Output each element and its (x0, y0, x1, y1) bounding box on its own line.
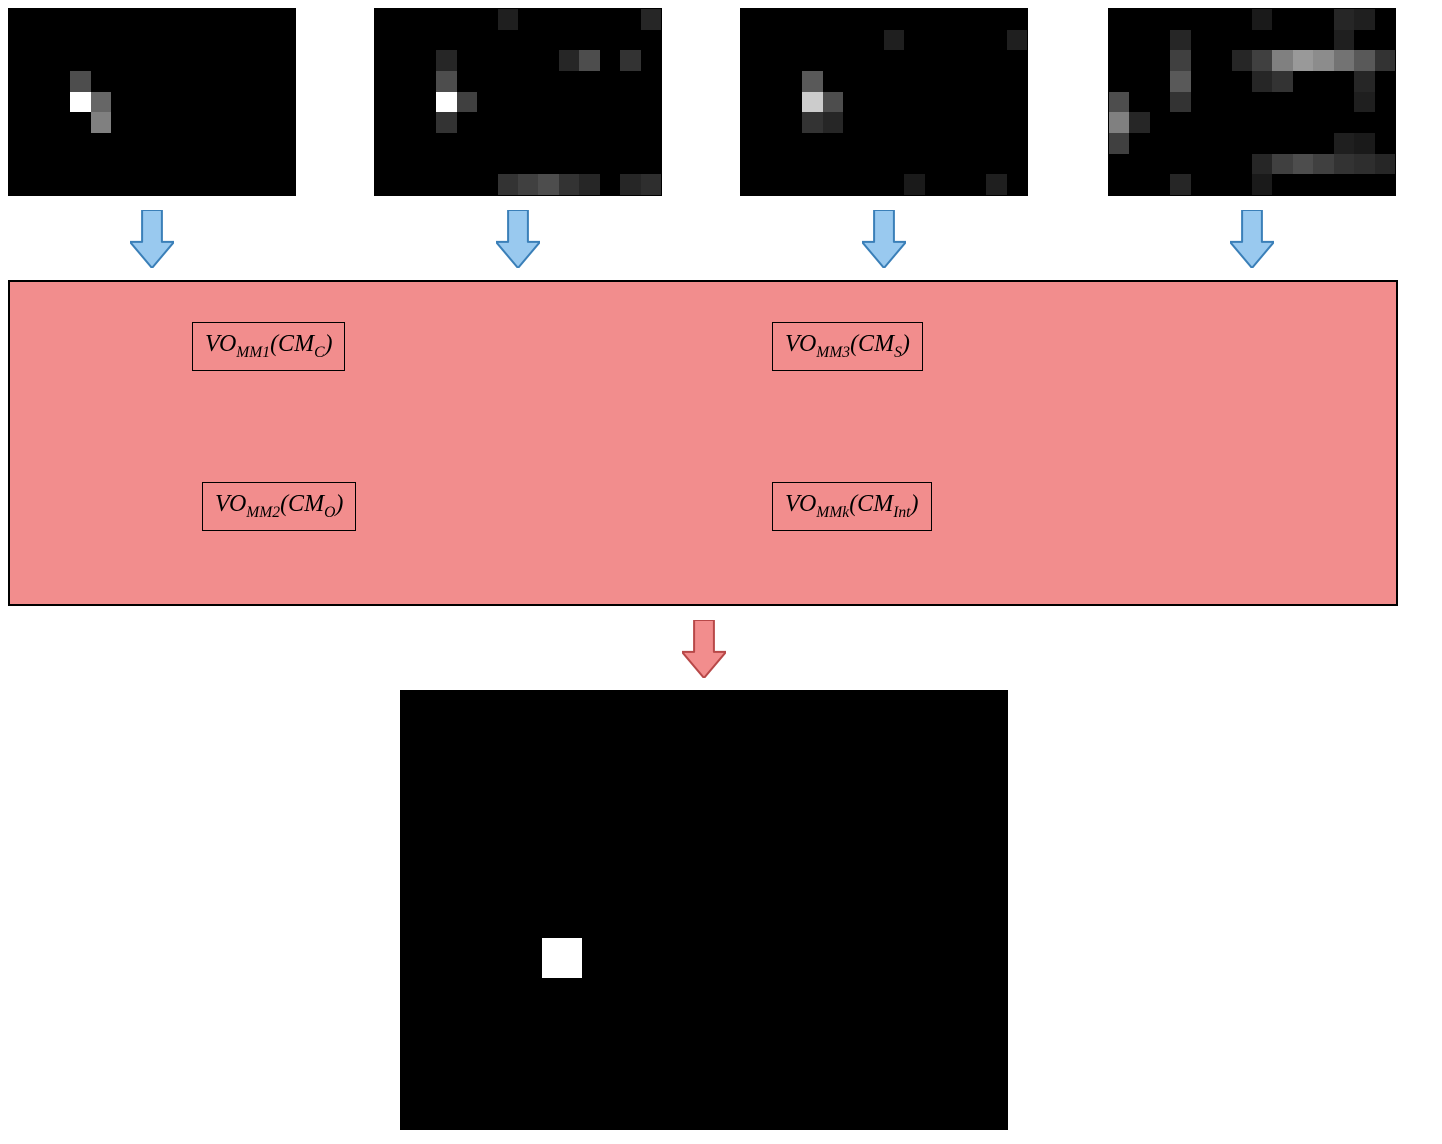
output-image (400, 690, 1008, 1130)
output-white-pixel (542, 938, 582, 978)
arrow-down-1 (130, 210, 174, 268)
arrow-down-3 (862, 210, 906, 268)
heatmap-2 (374, 8, 662, 196)
fusion-box: VOMM1(CMC) VOMM3(CMS) VOMM2(CMO) VOMMk(C… (8, 280, 1398, 606)
heatmap-3 (740, 8, 1028, 196)
heatmap-4 (1108, 8, 1396, 196)
arrow-down-2 (496, 210, 540, 268)
formula-vo-mm3: VOMM3(CMS) (772, 322, 923, 371)
formula-vo-mm1: VOMM1(CMC) (192, 322, 345, 371)
arrow-down-4 (1230, 210, 1274, 268)
formula-vo-mmk: VOMMk(CMInt) (772, 482, 932, 531)
arrow-down-output (682, 620, 726, 678)
diagram-container: VOMM1(CMC) VOMM3(CMS) VOMM2(CMO) VOMMk(C… (0, 0, 1442, 1144)
formula-vo-mm2: VOMM2(CMO) (202, 482, 356, 531)
heatmap-1 (8, 8, 296, 196)
